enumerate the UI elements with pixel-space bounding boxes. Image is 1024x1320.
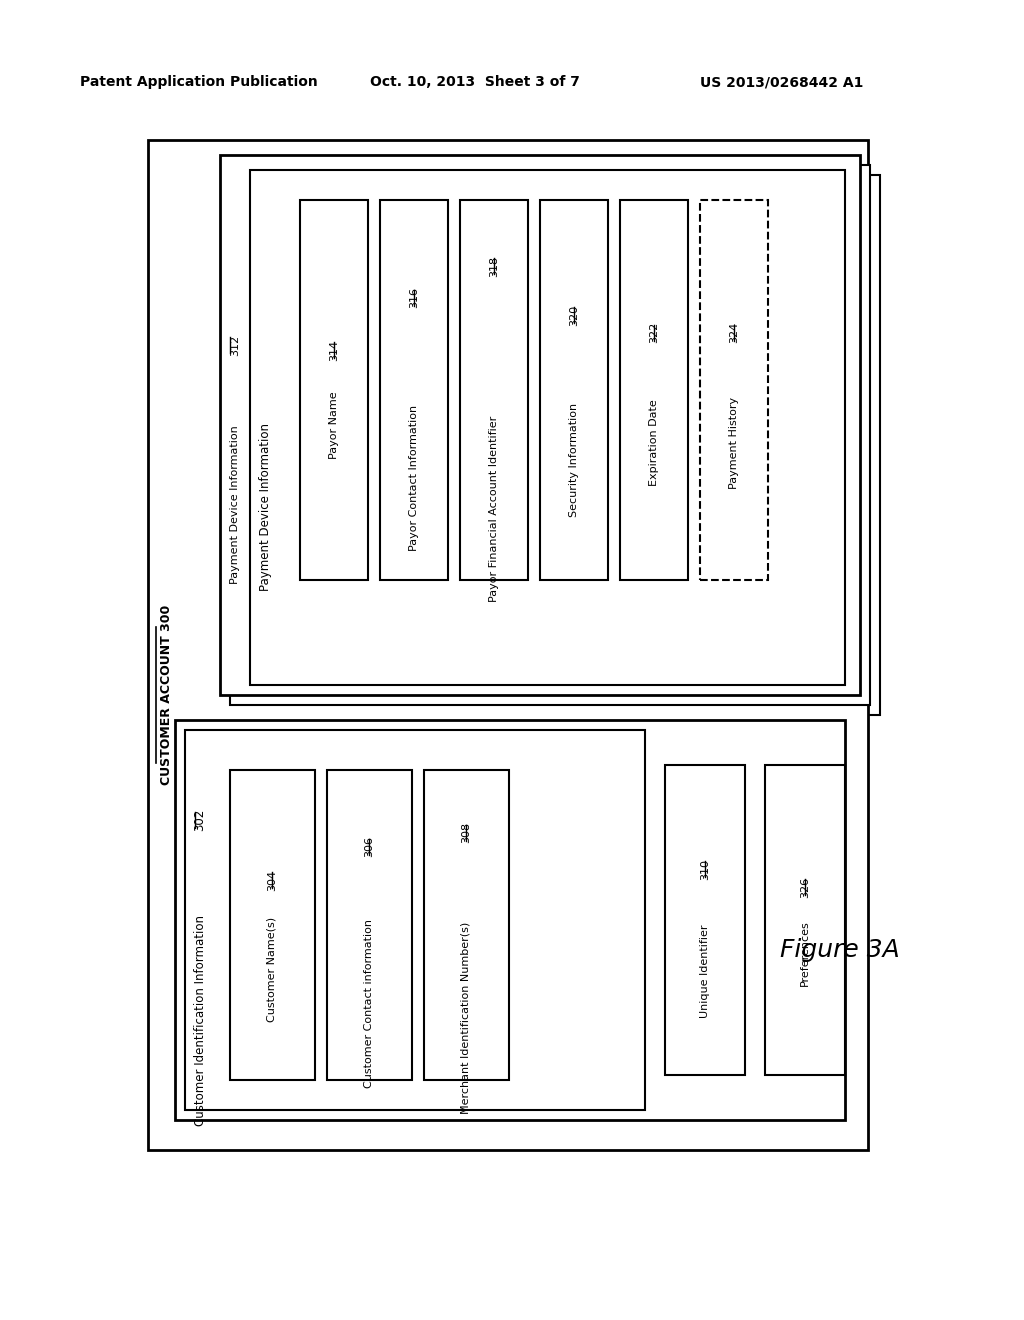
Text: Customer Name(s): Customer Name(s) (267, 917, 278, 1023)
Text: Payor Name: Payor Name (329, 391, 339, 459)
Text: US 2013/0268442 A1: US 2013/0268442 A1 (700, 75, 863, 88)
Text: 304: 304 (267, 870, 278, 891)
Text: 308: 308 (461, 822, 471, 843)
Bar (230, 165, 870, 705)
Text: Oct. 10, 2013  Sheet 3 of 7: Oct. 10, 2013 Sheet 3 of 7 (370, 75, 580, 88)
Bar (148, 140, 868, 1150)
Text: Preferences: Preferences (800, 920, 810, 986)
Text: Security Information: Security Information (569, 403, 579, 517)
Text: 322: 322 (649, 322, 659, 343)
Text: 324: 324 (729, 322, 739, 343)
Bar (175, 719, 845, 1119)
Text: Merchant Identification Number(s): Merchant Identification Number(s) (461, 921, 471, 1114)
Text: 302: 302 (194, 809, 207, 832)
Bar (765, 766, 845, 1074)
Text: Payment History: Payment History (729, 396, 739, 488)
Bar (230, 770, 315, 1080)
Text: Customer Identification Information: Customer Identification Information (194, 915, 207, 1126)
Bar (185, 730, 645, 1110)
Text: CUSTOMER ACCOUNT 300: CUSTOMER ACCOUNT 300 (160, 605, 172, 785)
Text: Customer Contact information: Customer Contact information (364, 919, 374, 1088)
Text: Patent Application Publication: Patent Application Publication (80, 75, 317, 88)
Bar (424, 770, 509, 1080)
Bar (220, 154, 860, 696)
Text: 314: 314 (329, 339, 339, 360)
Text: 320: 320 (569, 305, 579, 326)
Bar (540, 201, 608, 579)
Bar (620, 201, 688, 579)
Text: 318: 318 (489, 256, 499, 277)
Text: 312: 312 (230, 334, 240, 355)
Text: 306: 306 (364, 836, 374, 857)
Text: 326: 326 (800, 876, 810, 898)
Bar (380, 201, 449, 579)
Bar (327, 770, 412, 1080)
Text: Payor Contact Information: Payor Contact Information (409, 404, 419, 550)
Text: 310: 310 (700, 858, 710, 879)
Bar (300, 201, 368, 579)
Text: Payor Financial Account Identifier: Payor Financial Account Identifier (489, 416, 499, 602)
Bar (460, 201, 528, 579)
Text: Payment Device Information: Payment Device Information (230, 425, 240, 585)
Text: Figure 3A: Figure 3A (780, 939, 900, 962)
Text: Unique Identifier: Unique Identifier (700, 924, 710, 1018)
Text: 316: 316 (409, 286, 419, 308)
Bar (250, 170, 845, 685)
Bar (240, 176, 880, 715)
Text: Payment Device Information: Payment Device Information (258, 422, 271, 591)
Bar (665, 766, 745, 1074)
Text: Expiration Date: Expiration Date (649, 399, 659, 486)
Bar (700, 201, 768, 579)
